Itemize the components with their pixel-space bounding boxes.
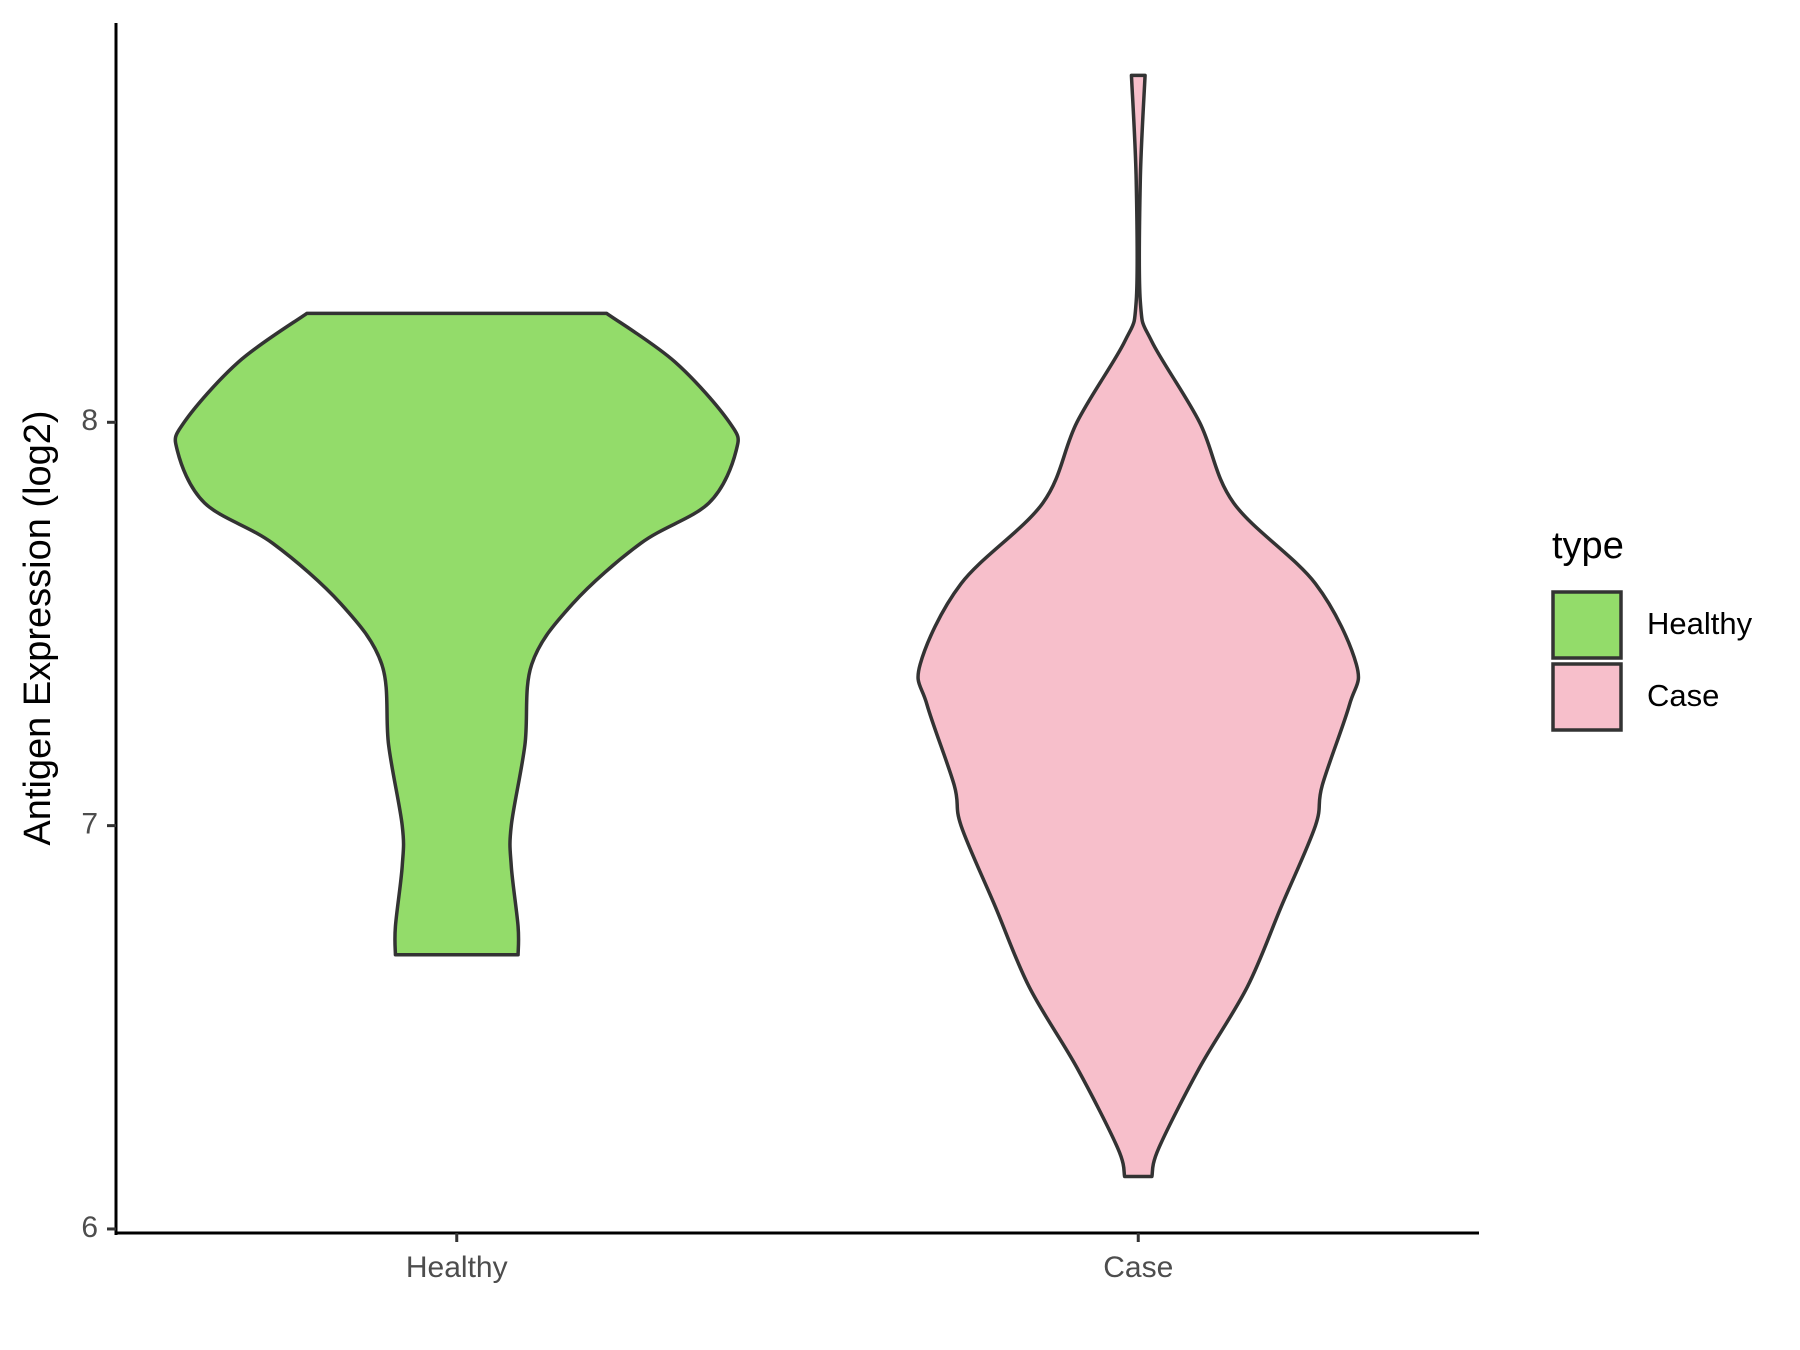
violin	[916, 73, 1361, 1179]
legend-label: Healthy	[1647, 606, 1753, 641]
violin	[173, 311, 740, 957]
x-tick-label: Healthy	[406, 1251, 508, 1284]
legend-key	[1551, 662, 1623, 732]
legend-title: type	[1552, 525, 1624, 567]
y-tick-label: 7	[81, 808, 98, 841]
legend-label: Case	[1647, 678, 1719, 713]
y-tick-label: 8	[81, 404, 98, 437]
y-axis-title: Antigen Expression (log2)	[17, 410, 59, 845]
x-tick-label: Case	[1103, 1251, 1173, 1284]
legend-key	[1551, 590, 1623, 660]
y-tick-label: 6	[81, 1211, 98, 1244]
